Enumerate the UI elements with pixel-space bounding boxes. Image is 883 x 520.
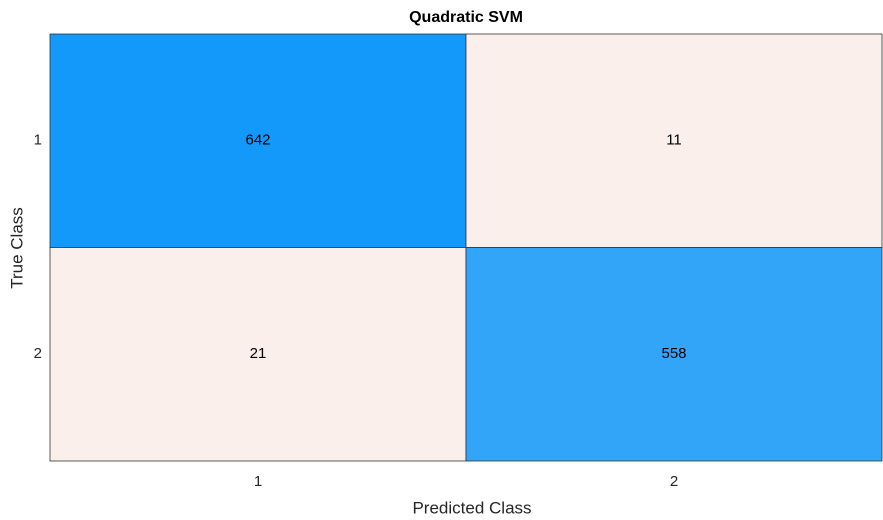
cell-label: 21 [250, 345, 267, 362]
cell-label: 558 [661, 345, 686, 362]
y-tick-label: 2 [34, 345, 42, 362]
chart-title: Quadratic SVM [409, 9, 523, 26]
cell [465, 33, 883, 248]
cell [465, 247, 883, 462]
cell [49, 247, 467, 462]
cell [49, 33, 467, 248]
cell-label: 11 [666, 132, 682, 149]
x-tick-label: 2 [670, 473, 678, 490]
y-tick-label: 1 [34, 132, 42, 149]
x-tick-label: 1 [254, 473, 262, 490]
cell-label: 642 [245, 132, 270, 149]
x-axis-label: Predicted Class [412, 498, 531, 517]
y-axis-label: True Class [7, 207, 26, 289]
